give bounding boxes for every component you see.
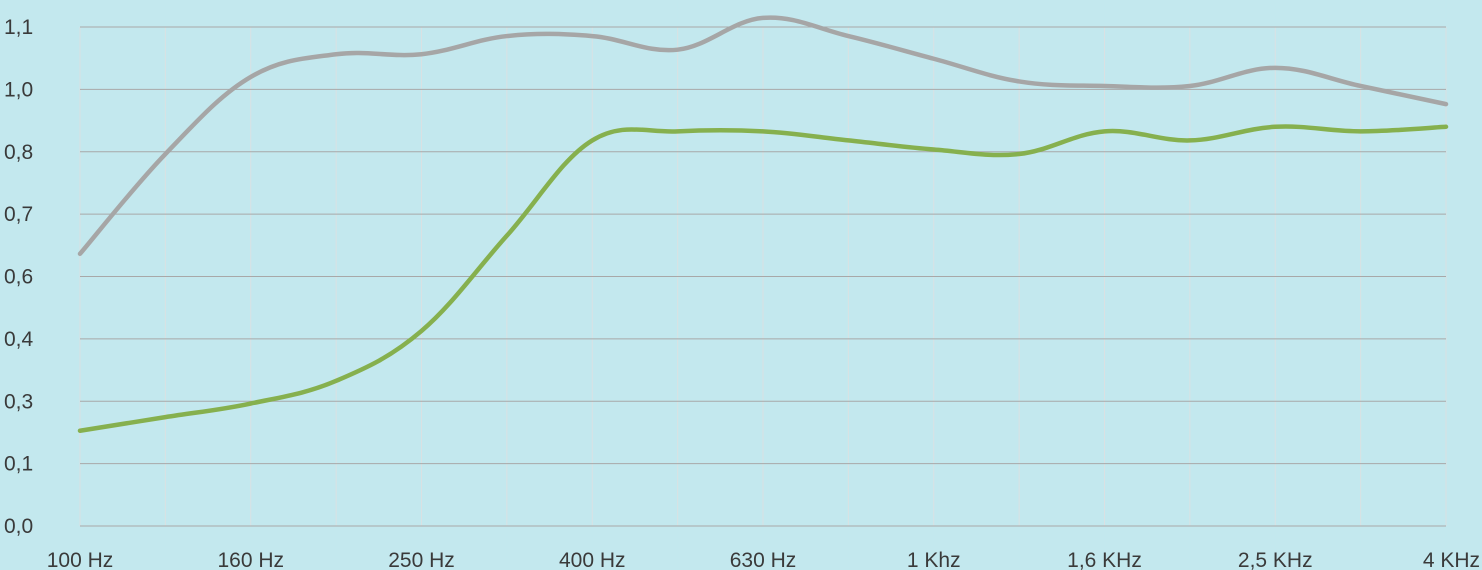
y-tick-label: 0,6	[4, 266, 33, 289]
y-tick-label: 0,3	[4, 390, 33, 413]
x-tick-label: 160 Hz	[217, 549, 284, 570]
series-line-green	[77, 124, 1449, 433]
y-tick-label: 0,0	[4, 515, 33, 538]
y-tick-label: 0,8	[4, 141, 33, 164]
x-tick-label: 100 Hz	[47, 549, 114, 570]
x-tick-label: 400 Hz	[559, 549, 626, 570]
y-tick-label: 1,0	[4, 78, 33, 101]
y-tick-label: 0,1	[4, 453, 33, 476]
x-tick-label: 2,5 KHz	[1238, 549, 1313, 570]
y-tick-label: 0,7	[4, 203, 33, 226]
x-tick-label: 1,6 KHz	[1067, 549, 1142, 570]
y-tick-label: 0,4	[4, 328, 34, 351]
x-tick-label: 630 Hz	[730, 549, 797, 570]
x-tick-label: 1 Khz	[907, 549, 961, 570]
x-tick-label: 4 KHz	[1423, 549, 1480, 570]
series-line-gray	[77, 15, 1449, 257]
x-tick-label: 250 Hz	[388, 549, 455, 570]
y-tick-label: 1,1	[4, 16, 33, 39]
